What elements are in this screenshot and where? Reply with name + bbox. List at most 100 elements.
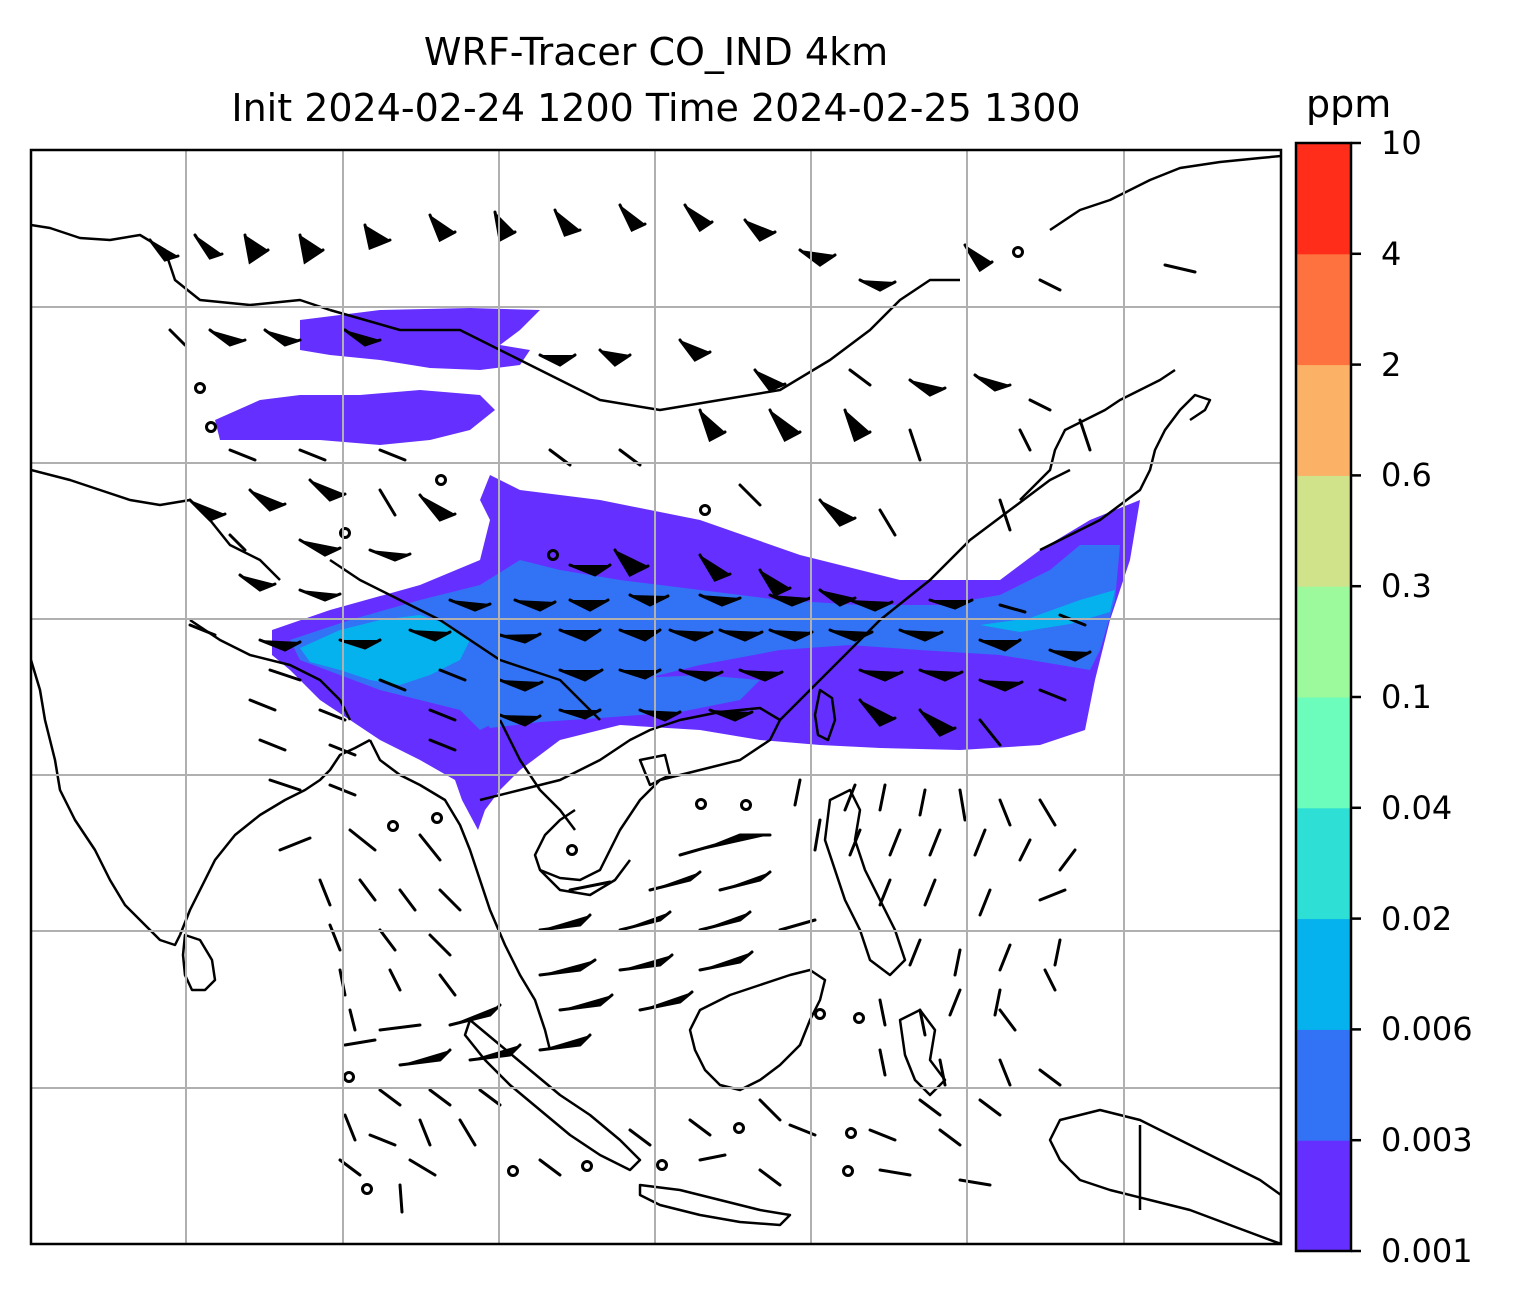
wind-barb xyxy=(498,713,542,727)
wind-barb xyxy=(343,1038,377,1047)
wind-barb xyxy=(378,1088,402,1107)
wind-barb xyxy=(858,698,897,727)
wind-barb xyxy=(848,598,894,612)
wind-barb xyxy=(758,1098,782,1122)
wind-barb xyxy=(618,203,647,232)
wind-barb xyxy=(828,628,874,642)
wind-barb xyxy=(398,888,417,912)
wind-barb xyxy=(188,623,217,637)
colorbar-tick-label: 4 xyxy=(1381,234,1402,273)
wind-barb xyxy=(1078,418,1092,452)
wind-barb xyxy=(248,698,277,712)
calm-wind-circle xyxy=(853,1012,865,1024)
coastline-kamchatka xyxy=(1049,154,1281,232)
wind-barb xyxy=(928,828,942,857)
coastline-sri-lanka xyxy=(181,933,217,992)
border-china-south xyxy=(329,558,601,721)
wind-barb xyxy=(618,953,674,972)
wind-barb xyxy=(953,948,962,977)
wind-barb xyxy=(948,988,962,1017)
wind-barb xyxy=(1058,848,1077,872)
colorbar-segment xyxy=(1296,143,1351,255)
wind-barb xyxy=(908,938,922,967)
wind-barb xyxy=(908,428,922,462)
plume-tail-level-2 xyxy=(470,675,760,728)
wind-barb xyxy=(1038,1068,1062,1087)
wind-barb xyxy=(878,998,887,1027)
wind-barb xyxy=(978,678,1024,692)
wind-barb xyxy=(498,678,544,692)
coastline-india-east xyxy=(178,738,371,936)
wind-barb xyxy=(878,1048,887,1077)
wind-barb xyxy=(438,888,462,912)
calm-wind-markers xyxy=(194,246,1024,1195)
wind-barb xyxy=(378,928,397,952)
colorbar-unit-label: ppm xyxy=(1306,82,1392,126)
wind-barb xyxy=(1038,688,1067,702)
wind-barb xyxy=(418,1118,432,1147)
wind-barb xyxy=(868,1128,897,1142)
wind-barb xyxy=(558,708,602,720)
colorbar-segment xyxy=(1296,475,1351,587)
colorbar-tick-label: 0.04 xyxy=(1381,788,1453,827)
colorbar-tick-label: 0.1 xyxy=(1381,678,1432,716)
colorbar-segment xyxy=(1296,364,1351,476)
wind-barb xyxy=(298,448,327,462)
plume-east-level-3 xyxy=(980,590,1115,632)
wind-barb xyxy=(208,328,247,347)
wind-barb xyxy=(978,1098,1002,1117)
wind-barb xyxy=(938,1128,962,1147)
colorbar-tick-label: 0.006 xyxy=(1381,1010,1473,1049)
wind-barb xyxy=(428,933,452,957)
wind-barb xyxy=(558,628,602,642)
wind-barb xyxy=(228,448,257,462)
coastline-taiwan xyxy=(813,688,837,742)
wind-barb xyxy=(188,498,227,522)
wind-barb xyxy=(858,668,904,682)
wind-barb xyxy=(538,1033,592,1052)
wind-barb xyxy=(668,628,714,642)
wind-barb xyxy=(698,593,742,607)
coastline-java xyxy=(638,1183,792,1227)
wind-barb xyxy=(268,778,302,792)
wind-barb xyxy=(468,1043,522,1062)
wind-barb xyxy=(613,548,650,577)
wind-barb xyxy=(263,328,302,347)
colorbar-segment xyxy=(1296,253,1351,366)
wind-barb xyxy=(683,203,714,233)
wind-barb xyxy=(558,668,604,682)
wind-barb xyxy=(418,833,442,862)
wind-barb xyxy=(558,993,614,1012)
coastlines xyxy=(31,154,1281,1244)
wind-barb xyxy=(758,1168,782,1187)
wind-barb xyxy=(348,828,377,852)
wind-barb xyxy=(298,233,325,265)
wind-barb xyxy=(798,248,837,267)
wind-barb xyxy=(998,798,1012,827)
border-indochina-internal xyxy=(498,719,576,831)
wind-barb xyxy=(918,1008,927,1037)
map-area xyxy=(31,150,1281,1244)
plume-upper-band-2 xyxy=(215,390,495,445)
colorbar-segment xyxy=(1296,586,1351,698)
wind-barb xyxy=(258,638,302,652)
map-title-line-2: Init 2024-02-24 1200 Time 2024-02-25 130… xyxy=(231,86,1081,130)
map-frame xyxy=(29,148,1283,1246)
wind-barb xyxy=(768,593,812,607)
calm-wind-circle xyxy=(581,1160,593,1172)
wind-barb xyxy=(298,538,342,557)
wind-barb xyxy=(428,708,457,722)
wind-barb xyxy=(738,668,784,682)
wind-barb xyxy=(268,668,302,682)
colorbar-segment xyxy=(1296,1140,1351,1252)
wind-barb xyxy=(698,910,752,932)
wind-barbs xyxy=(148,203,1197,1214)
wind-barb xyxy=(918,708,957,737)
calm-wind-circle xyxy=(507,1165,519,1177)
wind-barb xyxy=(378,678,407,692)
wind-barb xyxy=(513,598,557,612)
coastline-gulf-of-thailand xyxy=(539,859,631,897)
border-central-asia xyxy=(31,468,281,581)
wind-barb xyxy=(368,1133,397,1147)
